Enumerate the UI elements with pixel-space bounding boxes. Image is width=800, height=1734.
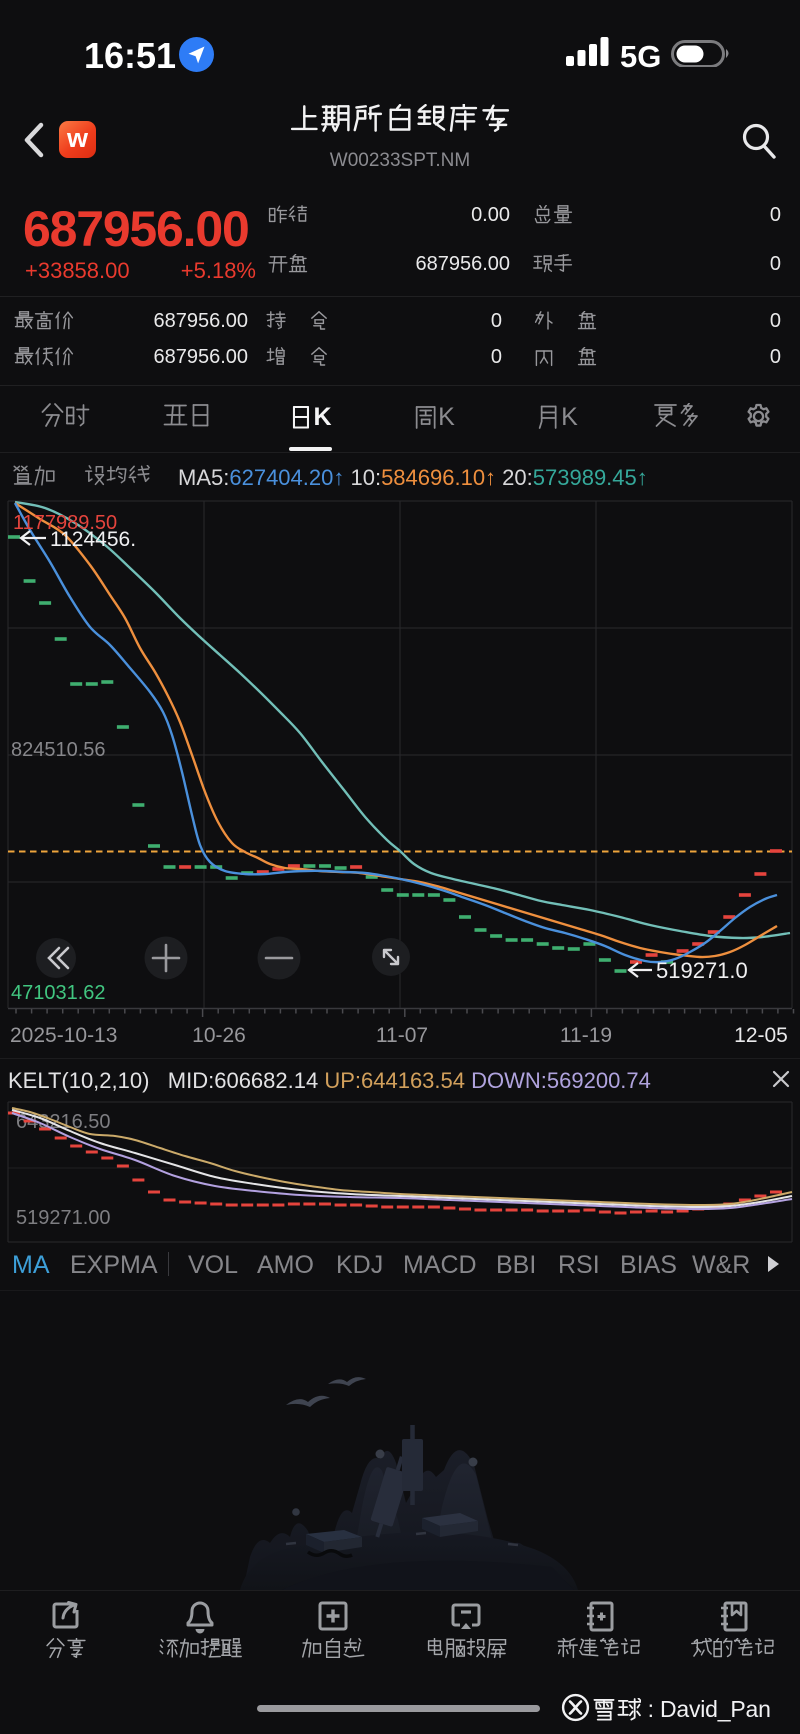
svg-text:824510.56: 824510.56 — [11, 739, 106, 761]
svg-text:11-19: 11-19 — [560, 1024, 612, 1047]
svg-text:1124456.: 1124456. — [50, 528, 136, 551]
svg-text:519271.0: 519271.0 — [656, 958, 748, 983]
svg-text:1177989.50: 1177989.50 — [13, 512, 117, 534]
svg-text:519271.00: 519271.00 — [16, 1207, 111, 1229]
svg-text:10-26: 10-26 — [192, 1024, 246, 1047]
svg-text:471031.62: 471031.62 — [11, 982, 106, 1004]
svg-text:12-05: 12-05 — [734, 1024, 788, 1047]
svg-text:11-07: 11-07 — [376, 1024, 428, 1047]
svg-text:2025-10-13: 2025-10-13 — [10, 1024, 117, 1047]
